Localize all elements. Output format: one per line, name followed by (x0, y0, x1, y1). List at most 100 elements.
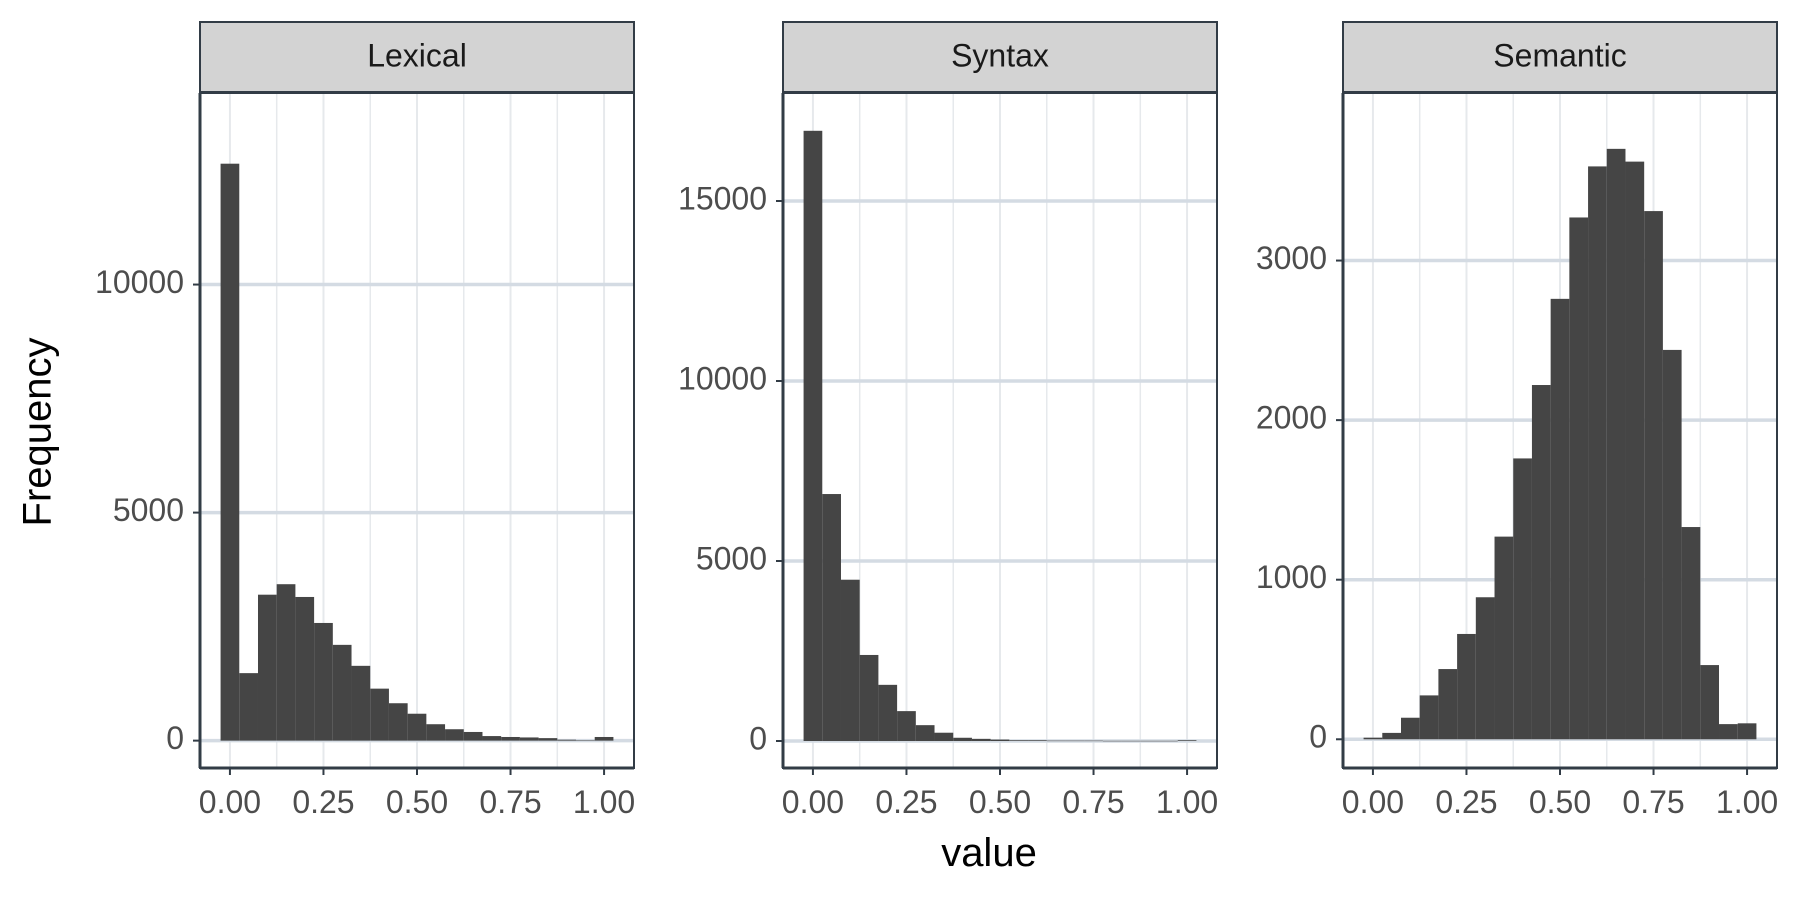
y-tick-label: 1000 (1256, 559, 1327, 595)
histogram-bar (1419, 695, 1439, 740)
histogram-bar (990, 739, 1010, 741)
histogram-bar (370, 688, 389, 741)
histogram-bar (1550, 298, 1570, 740)
histogram-bar (1159, 740, 1178, 742)
histogram-bar (257, 594, 277, 741)
histogram-bar (971, 738, 991, 741)
histogram-bar (220, 163, 240, 741)
histogram-bar (1644, 211, 1663, 740)
strip-label: Semantic (1493, 37, 1626, 73)
histogram-bar (822, 494, 841, 741)
histogram-bar (594, 736, 614, 741)
x-tick-label: 0.50 (386, 784, 448, 820)
histogram-bar (1009, 740, 1029, 741)
x-tick-label: 1.00 (573, 784, 635, 820)
histogram-bar (1121, 740, 1141, 742)
y-tick-label: 10000 (95, 264, 184, 300)
histogram-bar (1662, 349, 1682, 740)
x-tick-label: 0.50 (969, 784, 1031, 820)
histogram-bar (239, 673, 258, 741)
histogram-bar (1681, 527, 1701, 740)
histogram-bar (463, 731, 483, 741)
histogram-bar (538, 738, 558, 741)
histogram-bar (1719, 724, 1738, 740)
histogram-bar (351, 665, 371, 741)
histogram-bar (1457, 633, 1476, 740)
histogram-bar (803, 130, 823, 742)
histogram-bar (1513, 458, 1532, 740)
histogram-bar (501, 736, 520, 741)
strip-label: Lexical (367, 37, 467, 73)
histogram-bar (1606, 148, 1626, 740)
histogram-bar (1700, 665, 1720, 740)
panel-lexical: Lexical 0 5000 10000 0.00 0.25 0.50 0.75 1.00 (95, 21, 635, 820)
histogram-bar (1737, 723, 1757, 740)
y-tick-label: 5000 (696, 540, 767, 576)
histogram-bar (445, 729, 464, 741)
histogram-bar (859, 654, 879, 741)
histogram-bar (878, 684, 898, 741)
histogram-bar (1569, 217, 1589, 740)
strip-background (1342, 21, 1778, 93)
y-tick-label: 0 (166, 720, 184, 756)
histogram-bar (557, 739, 577, 741)
histogram-bar (953, 737, 972, 741)
histogram-bar (1140, 740, 1160, 742)
y-tick-label: 2000 (1256, 400, 1327, 436)
histogram-bar (840, 579, 860, 741)
histogram-bar (1046, 740, 1066, 742)
x-tick-label: 0.00 (782, 784, 844, 820)
x-tick-label: 0.00 (199, 784, 261, 820)
y-tick-label: 3000 (1256, 240, 1327, 276)
histogram-bar (1028, 740, 1047, 741)
panel-syntax: Syntax 0 5000 10000 15000 0.00 0.25 0.50 0.75 1.0… (678, 21, 1218, 820)
strip-background (199, 21, 635, 93)
y-tick-label: 5000 (113, 492, 184, 528)
x-tick-label: 0.25 (875, 784, 937, 820)
histogram-bar (1065, 740, 1085, 742)
x-axis-title: value (941, 831, 1037, 875)
histogram-bar (1084, 740, 1103, 742)
x-tick-label: 0.50 (1529, 784, 1591, 820)
strip-background (782, 21, 1218, 93)
histogram-bar (1363, 737, 1383, 740)
histogram-bar (426, 724, 446, 741)
histogram-bar (1177, 740, 1197, 741)
histogram-bar (934, 732, 954, 741)
histogram-bar (482, 736, 502, 741)
histogram-bar (915, 725, 935, 741)
histogram-bar (1531, 385, 1551, 740)
panel-semantic: Semantic 0 1000 2000 3000 0.00 0.25 0.50 0.75 1.0… (1256, 21, 1778, 820)
histogram-bar (576, 740, 595, 741)
histogram-bar (314, 622, 333, 741)
y-tick-label: 0 (749, 720, 767, 756)
y-tick-label: 0 (1309, 719, 1327, 755)
histogram-bar (1438, 669, 1458, 740)
histogram-bar (1588, 166, 1607, 740)
x-tick-label: 0.75 (479, 784, 541, 820)
x-tick-label: 1.00 (1156, 784, 1218, 820)
histogram-bar (388, 703, 408, 741)
strip-label: Syntax (951, 37, 1049, 73)
x-tick-label: 0.75 (1622, 784, 1684, 820)
histogram-bar (1102, 740, 1122, 742)
histogram-bar (1494, 536, 1514, 740)
y-axis-title: Frequency (16, 338, 60, 527)
x-tick-label: 1.00 (1716, 784, 1778, 820)
y-tick-label: 15000 (678, 180, 767, 216)
histogram-bar (332, 644, 352, 741)
histogram-bar (295, 596, 315, 741)
x-tick-label: 0.00 (1342, 784, 1404, 820)
histogram-bar (1625, 161, 1645, 740)
histogram-bar (407, 713, 427, 741)
histogram-bar (897, 711, 916, 741)
x-tick-label: 0.75 (1062, 784, 1124, 820)
histogram-bar (1475, 597, 1495, 740)
histogram-bar (1382, 732, 1401, 740)
histogram-bar (1400, 717, 1420, 740)
y-tick-label: 10000 (678, 360, 767, 396)
x-tick-label: 0.25 (1435, 784, 1497, 820)
histogram-bar (276, 584, 296, 741)
